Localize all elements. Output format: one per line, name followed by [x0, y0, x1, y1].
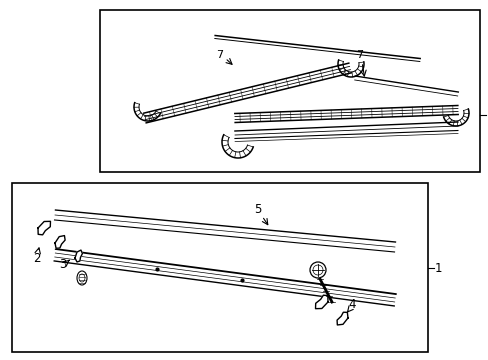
Circle shape: [312, 265, 323, 275]
Bar: [12, 183, 427, 352]
Text: 1: 1: [434, 261, 442, 274]
Text: 3: 3: [59, 258, 66, 271]
Ellipse shape: [79, 274, 85, 282]
Polygon shape: [55, 235, 65, 248]
Circle shape: [309, 262, 325, 278]
Text: 7: 7: [216, 50, 223, 60]
Polygon shape: [38, 221, 50, 235]
Text: 2: 2: [33, 252, 41, 265]
Polygon shape: [75, 250, 82, 262]
Text: 4: 4: [347, 297, 355, 310]
Bar: [100, 10, 479, 172]
Text: 5: 5: [254, 203, 261, 216]
Text: 6: 6: [486, 110, 488, 120]
Text: 7: 7: [356, 50, 363, 60]
Ellipse shape: [77, 271, 87, 285]
Polygon shape: [315, 295, 327, 309]
Polygon shape: [336, 312, 347, 325]
